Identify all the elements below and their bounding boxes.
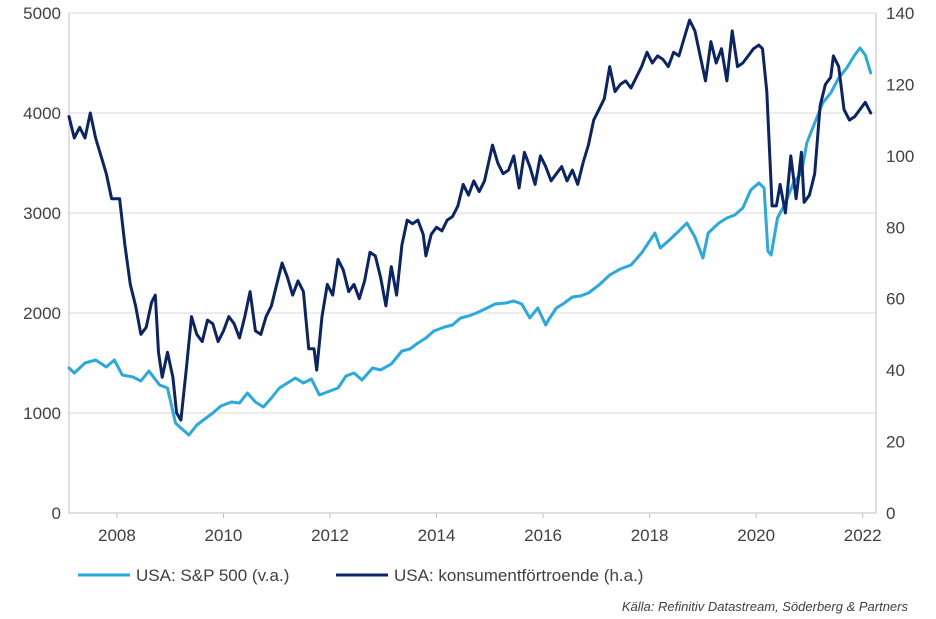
x-tick-label: 2014 xyxy=(418,526,456,545)
series-lines xyxy=(67,18,873,437)
y-right-tick-label: 60 xyxy=(886,290,905,309)
x-tick-label: 2018 xyxy=(631,526,669,545)
axes xyxy=(68,13,877,518)
series-line-1 xyxy=(67,46,873,437)
legend-label: USA: konsumentförtroende (h.a.) xyxy=(394,566,643,585)
legend-label: USA: S&P 500 (v.a.) xyxy=(136,566,289,585)
y-right-tick-label: 120 xyxy=(886,75,914,94)
gridlines xyxy=(69,12,876,414)
y-left-tick-label: 2000 xyxy=(23,304,61,323)
y-left-tick-label: 5000 xyxy=(23,4,61,23)
y-left-tick-label: 3000 xyxy=(23,204,61,223)
x-tick-label: 2010 xyxy=(205,526,243,545)
y-right-tick-label: 20 xyxy=(886,433,905,452)
legend: USA: S&P 500 (v.a.) USA: konsumentförtroe… xyxy=(78,566,643,585)
x-tick-label: 2012 xyxy=(311,526,349,545)
x-tick-label: 2022 xyxy=(844,526,882,545)
source-note: Källa: Refinitiv Datastream, Söderberg &… xyxy=(622,599,909,614)
y-right-tick-label: 0 xyxy=(886,504,895,523)
y-left-tick-label: 1000 xyxy=(23,404,61,423)
y-left-tick-label: 4000 xyxy=(23,104,61,123)
y-right-tick-label: 140 xyxy=(886,4,914,23)
series-line-2 xyxy=(67,18,873,422)
y-left-tick-label: 0 xyxy=(52,504,61,523)
x-tick-label: 2008 xyxy=(98,526,136,545)
x-tick-label: 2020 xyxy=(737,526,775,545)
y-right-tick-label: 80 xyxy=(886,218,905,237)
tick-labels: 0 1000 2000 3000 4000 5000 0 20 40 60 80 100 120 140 2… xyxy=(23,4,914,545)
x-tick-label: 2016 xyxy=(524,526,562,545)
y-right-tick-label: 40 xyxy=(886,361,905,380)
y-right-tick-label: 100 xyxy=(886,147,914,166)
